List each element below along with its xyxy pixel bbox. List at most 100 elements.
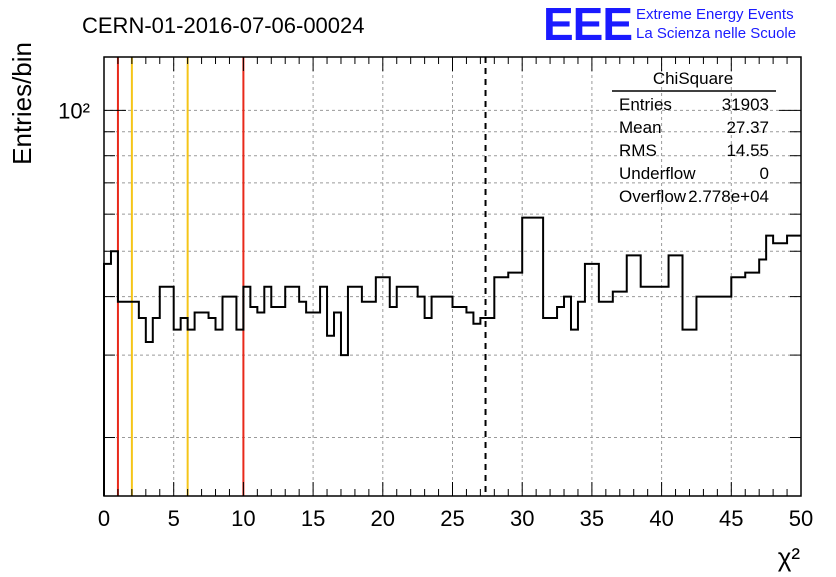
chart-title: CERN-01-2016-07-06-00024 bbox=[82, 13, 365, 38]
histogram-bin bbox=[780, 243, 787, 496]
histogram-bin bbox=[341, 355, 348, 496]
histogram-bin bbox=[139, 318, 146, 496]
histogram-bin bbox=[620, 292, 627, 496]
histogram-series bbox=[103, 216, 801, 496]
marker-lines bbox=[116, 57, 487, 496]
histogram-bin bbox=[648, 287, 655, 496]
stats-mean-value: 27.37 bbox=[726, 118, 769, 137]
histogram-bin bbox=[285, 287, 292, 496]
histogram-bin bbox=[118, 302, 125, 496]
histogram-bin bbox=[153, 318, 160, 496]
histogram-bin bbox=[487, 318, 494, 496]
x-tick-label: 35 bbox=[580, 506, 604, 531]
stats-underflow-value: 0 bbox=[760, 164, 769, 183]
histogram-bin bbox=[480, 318, 487, 496]
stats-rms-value: 14.55 bbox=[726, 141, 769, 160]
stats-entries-value: 31903 bbox=[722, 95, 769, 114]
histogram-bin bbox=[202, 312, 209, 496]
histogram-bin bbox=[111, 251, 118, 496]
histogram-bin bbox=[745, 273, 752, 496]
histogram-bin bbox=[104, 264, 111, 496]
histogram-bin bbox=[543, 318, 550, 496]
histogram-bin bbox=[655, 287, 662, 496]
histogram-bin bbox=[522, 218, 529, 496]
histogram-bin bbox=[146, 342, 153, 496]
histogram-bin bbox=[501, 277, 508, 496]
histogram-bin bbox=[459, 307, 466, 496]
axes: 0 5 10 15 20 25 30 35 40 45 50 10² bbox=[58, 57, 813, 531]
histogram-bin bbox=[195, 312, 202, 496]
histogram-bin bbox=[348, 287, 355, 496]
histogram-bin bbox=[320, 287, 327, 496]
histogram-bin bbox=[188, 330, 195, 496]
histogram-bin bbox=[578, 302, 585, 496]
histogram-bin bbox=[669, 255, 676, 496]
histogram-bin bbox=[264, 287, 271, 496]
x-tick-label: 45 bbox=[719, 506, 743, 531]
stats-box: ChiSquare Entries 31903 Mean 27.37 RMS 1… bbox=[612, 69, 776, 206]
histogram-bin bbox=[453, 307, 460, 496]
histogram-bin bbox=[641, 287, 648, 496]
stats-overflow-label: Overflow bbox=[619, 187, 687, 206]
x-axis-label: χ² bbox=[778, 542, 801, 572]
histogram-bin bbox=[160, 287, 167, 496]
histogram-bin bbox=[585, 264, 592, 496]
histogram-bin bbox=[731, 277, 738, 496]
histogram-bin bbox=[676, 255, 683, 496]
histogram-bin bbox=[683, 330, 690, 496]
histogram-bin bbox=[222, 297, 229, 496]
histogram-bin bbox=[696, 297, 703, 496]
histogram-bin bbox=[773, 243, 780, 496]
histogram-bin bbox=[787, 236, 794, 496]
histogram-bin bbox=[425, 318, 432, 496]
histogram-bin bbox=[125, 302, 132, 496]
histogram-bin bbox=[557, 307, 564, 496]
histogram-bin bbox=[397, 287, 404, 496]
eee-logo-line2: La Scienza nelle Scuole bbox=[636, 25, 796, 42]
x-tick-label: 40 bbox=[649, 506, 673, 531]
histogram-bin bbox=[383, 277, 390, 496]
x-tick-label: 20 bbox=[371, 506, 395, 531]
histogram-bin bbox=[592, 264, 599, 496]
histogram-bin bbox=[717, 297, 724, 496]
histogram-bin bbox=[606, 302, 613, 496]
eee-logo-mark: EEE bbox=[543, 0, 632, 50]
histogram-bin bbox=[710, 297, 717, 496]
histogram-bin bbox=[257, 312, 264, 496]
histogram-bin bbox=[662, 287, 669, 496]
histogram-bin bbox=[724, 297, 731, 496]
histogram-bin bbox=[376, 277, 383, 496]
histogram-bin bbox=[167, 287, 174, 496]
histogram-bin bbox=[418, 297, 425, 496]
x-tick-label: 10 bbox=[231, 506, 255, 531]
histogram-bin bbox=[508, 273, 515, 496]
histogram-bin bbox=[411, 287, 418, 496]
stats-mean-label: Mean bbox=[619, 118, 662, 137]
histogram-bin bbox=[292, 287, 299, 496]
stats-underflow-label: Underflow bbox=[619, 164, 696, 183]
histogram-bin bbox=[613, 292, 620, 496]
x-tick-label: 15 bbox=[301, 506, 325, 531]
histogram-bin bbox=[473, 324, 480, 496]
histogram-bin bbox=[446, 297, 453, 496]
histogram-bin bbox=[738, 277, 745, 496]
histogram-bin bbox=[209, 318, 216, 496]
histogram-bin bbox=[432, 297, 439, 496]
histogram-bin bbox=[466, 312, 473, 496]
histogram-bin bbox=[550, 318, 557, 496]
histogram-bin bbox=[181, 318, 188, 496]
histogram-bin bbox=[299, 302, 306, 496]
histogram-bin bbox=[494, 277, 501, 496]
y-tick-label: 10² bbox=[58, 98, 90, 123]
histogram-bin bbox=[529, 218, 536, 496]
histogram-bin bbox=[355, 287, 362, 496]
stats-entries-label: Entries bbox=[619, 95, 672, 114]
histogram-bin bbox=[369, 302, 376, 496]
y-axis-label: Entries/bin bbox=[7, 42, 37, 165]
histogram-bin bbox=[271, 307, 278, 496]
histogram-bin bbox=[229, 297, 236, 496]
histogram-bin bbox=[634, 255, 641, 496]
histogram-bin bbox=[599, 302, 606, 496]
histogram-bin bbox=[327, 336, 334, 496]
